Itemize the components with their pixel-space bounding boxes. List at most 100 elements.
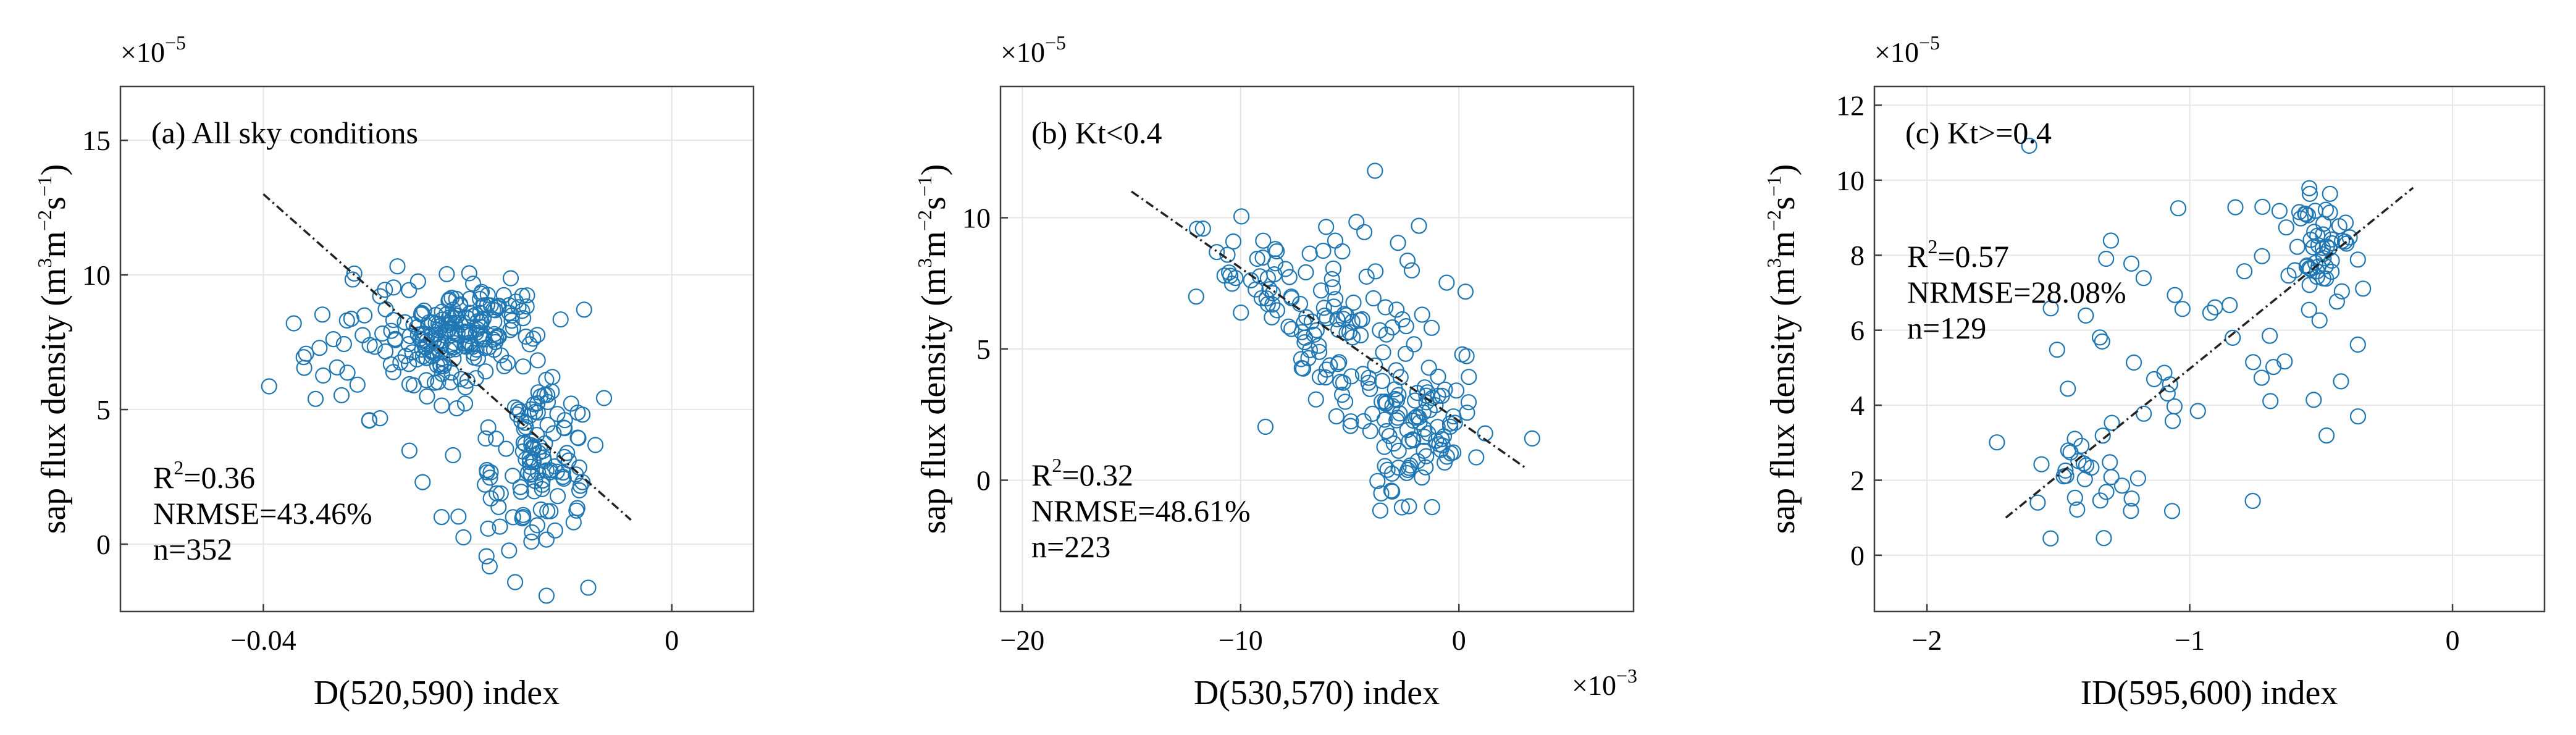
panel-b-point xyxy=(1264,285,1281,301)
panel-a-point xyxy=(438,266,455,282)
panel-b-point xyxy=(1390,459,1407,476)
panel-a-point xyxy=(513,484,529,500)
panel-c-point xyxy=(2262,393,2279,410)
panel-b-point xyxy=(1348,214,1365,230)
panel-a-point xyxy=(514,309,532,327)
panel-a-point xyxy=(518,419,534,435)
panel-b-point xyxy=(1225,233,1242,250)
panel-a-point xyxy=(525,453,542,471)
panel-c-point xyxy=(2156,364,2173,381)
panel-b-point xyxy=(1329,311,1346,328)
panel-a-point xyxy=(285,315,302,332)
panel-c-point xyxy=(2289,238,2305,255)
panel-c-point xyxy=(2301,301,2317,318)
panel-c-point xyxy=(2254,198,2271,215)
panel-b-point xyxy=(1337,393,1354,410)
panel-b-point xyxy=(1411,217,1427,234)
panel-a-point xyxy=(565,514,582,531)
panel-c-point xyxy=(2129,470,2146,487)
panel-c-point xyxy=(2336,233,2354,250)
panel-b-point xyxy=(1438,274,1455,291)
panel-a-point xyxy=(501,542,518,559)
panel-b-n: n=223 xyxy=(1031,529,1110,564)
panel-b-point xyxy=(1387,381,1403,398)
panel-a-point xyxy=(479,287,496,303)
panel-c-point xyxy=(2314,240,2331,256)
panel-c-point xyxy=(2271,203,2288,219)
panel-c-fit-line xyxy=(2005,187,2414,519)
panel-a-point xyxy=(466,349,482,366)
panel-b-xtick-label: 0 xyxy=(1452,624,1466,656)
panel-b-point xyxy=(1416,379,1433,396)
panel-a-point xyxy=(461,265,477,282)
panel-a-point xyxy=(529,427,545,443)
panel-a-point xyxy=(512,479,529,495)
panel-c-point xyxy=(2136,405,2152,422)
panel-b-point xyxy=(1427,397,1444,414)
panel-b-point xyxy=(1254,250,1271,266)
panel-c-point xyxy=(2299,257,2315,274)
panel-a-point xyxy=(505,319,521,336)
panel-b-point xyxy=(1398,317,1414,335)
panel-b-point xyxy=(1307,391,1324,408)
panel-c-point xyxy=(2253,369,2270,386)
panel-a-point xyxy=(405,377,422,394)
panel-b-point xyxy=(1293,324,1310,340)
panel-a-point xyxy=(325,330,342,348)
panel-b-point xyxy=(1369,472,1386,489)
panel-c-point xyxy=(2262,327,2278,344)
panel-a-point xyxy=(505,509,521,526)
panel-c-point xyxy=(2301,185,2318,202)
panel-b-point xyxy=(1261,281,1278,298)
panel-c-point xyxy=(2123,502,2139,519)
panel-c-point xyxy=(2076,471,2093,487)
panel-c-point xyxy=(2276,353,2293,370)
panel-a-point xyxy=(480,520,497,537)
panel-a-point xyxy=(314,306,331,323)
panel-a-point xyxy=(488,430,505,447)
panel-b-point xyxy=(1388,392,1406,409)
panel-a-point xyxy=(490,328,507,345)
panel-a-point xyxy=(442,374,459,391)
panel-b-point xyxy=(1376,411,1393,428)
panel-b-point xyxy=(1188,288,1204,305)
panel-a-point xyxy=(542,503,559,519)
panel-a-point xyxy=(490,498,507,516)
panel-b-point xyxy=(1343,368,1360,385)
panel-c-point xyxy=(2333,283,2350,300)
panel-c-point xyxy=(2291,204,2308,220)
panel-a-point xyxy=(333,387,350,404)
panel-b-title: (b) Kt<0.4 xyxy=(1031,116,1162,150)
panel-a-point xyxy=(414,348,432,364)
panel-c-point xyxy=(2254,248,2270,264)
panel-a-point xyxy=(456,395,474,412)
panel-b-point xyxy=(1342,418,1359,434)
panel-b-point xyxy=(1377,458,1393,474)
panel-c-point xyxy=(2207,299,2223,316)
panel-b-point xyxy=(1257,418,1274,435)
panel-b-point xyxy=(1327,291,1344,308)
panel-a-point xyxy=(439,322,456,340)
panel-a-point xyxy=(518,451,534,468)
panel-a-ylabel: sap flux density (m3m−2s−1) xyxy=(33,164,73,534)
panel-b-point xyxy=(1433,387,1450,404)
panel-b-point xyxy=(1233,304,1249,321)
panel-b-point xyxy=(1354,366,1371,382)
panel-b-point xyxy=(1194,220,1211,237)
panel-a-point xyxy=(426,374,443,391)
panel-c-ytick-label: 12 xyxy=(1836,90,1865,121)
panel-a-title: (a) All sky conditions xyxy=(151,116,418,150)
panel-a-point xyxy=(502,270,519,287)
panel-a-point xyxy=(509,406,526,423)
panel-b-point xyxy=(1383,482,1399,499)
panel-b-point xyxy=(1406,336,1422,353)
panel-a-point xyxy=(455,529,472,546)
panel-b-point xyxy=(1398,464,1415,481)
panel-b-point xyxy=(1377,393,1393,410)
panel-c-point xyxy=(2069,501,2086,518)
panel-b-point xyxy=(1418,448,1435,464)
panel-b-point xyxy=(1416,429,1433,445)
panel-b-point xyxy=(1293,359,1310,377)
panel-b-point xyxy=(1322,357,1338,374)
panel-b-point xyxy=(1281,269,1298,285)
